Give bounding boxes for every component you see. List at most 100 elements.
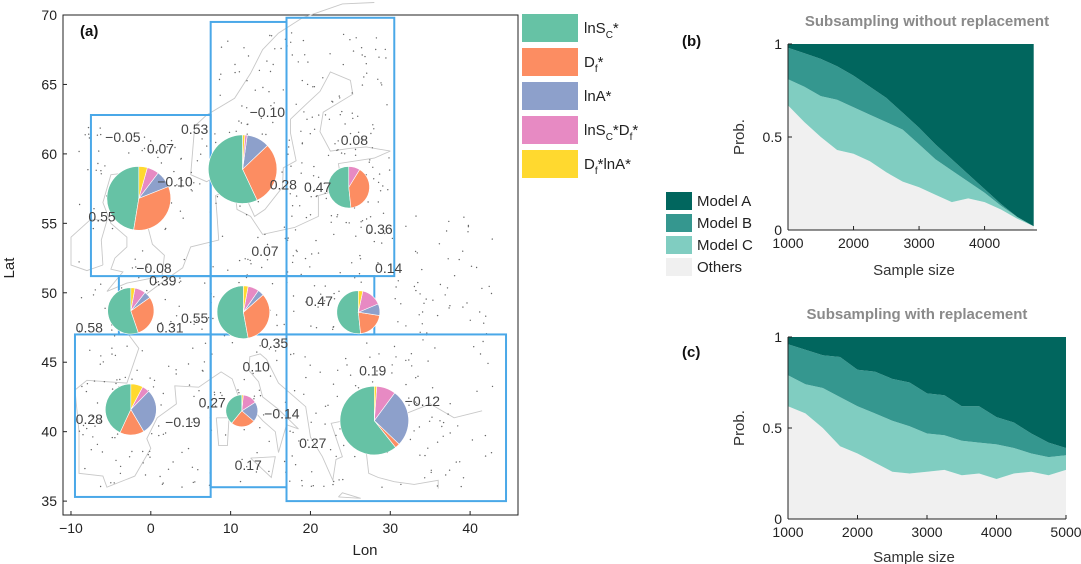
station-dot: [301, 162, 303, 164]
station-dot: [256, 351, 258, 353]
station-dot: [364, 55, 366, 58]
station-dot: [324, 285, 326, 287]
station-dot: [390, 264, 392, 266]
station-dot: [170, 139, 173, 142]
station-dot: [87, 126, 90, 129]
station-dot: [367, 201, 369, 203]
pie-slice-lnSc: [106, 166, 140, 231]
station-dot: [453, 275, 456, 277]
station-dot: [428, 420, 431, 422]
station-dot: [361, 220, 364, 222]
station-dot: [99, 485, 102, 488]
pie-label: 0.35: [261, 335, 288, 351]
station-dot: [339, 97, 341, 99]
station-dot: [337, 369, 339, 371]
station-dot: [191, 421, 193, 424]
legend-text: lnS: [584, 122, 606, 139]
station-dot: [447, 258, 449, 260]
station-dot: [290, 41, 292, 43]
model-legend-label: Model B: [697, 215, 752, 232]
station-dot: [324, 192, 326, 194]
station-dot: [295, 195, 298, 197]
station-dot: [162, 392, 164, 395]
station-dot: [246, 133, 248, 135]
station-dot: [300, 130, 302, 132]
station-dot: [93, 208, 95, 210]
pie-slice-DflnA: [242, 134, 246, 170]
station-dot: [346, 364, 348, 366]
panel-b-area-chart: (b) Subsampling without replacement 1000…: [682, 13, 1049, 279]
station-dot: [373, 128, 375, 130]
station-dot: [207, 317, 210, 319]
station-dot: [299, 205, 301, 207]
station-dot: [368, 161, 370, 163]
station-dot: [476, 390, 478, 392]
station-dot: [292, 295, 295, 297]
pie-legend-swatch-lnA: [522, 82, 578, 110]
station-dot: [259, 345, 261, 347]
station-dot: [238, 392, 240, 394]
pie-scandinavia: 0.53 0.28 −0.10: [181, 104, 297, 204]
station-dot: [348, 222, 350, 224]
station-dot: [337, 140, 339, 142]
station-dot: [100, 133, 102, 136]
station-dot: [187, 447, 190, 450]
station-dot: [297, 61, 299, 63]
station-dot: [93, 380, 96, 382]
station-dot: [237, 389, 239, 391]
station-dot: [303, 393, 305, 395]
station-dot: [438, 243, 441, 245]
station-dot: [201, 328, 203, 330]
station-dot: [370, 132, 372, 135]
station-dot: [460, 485, 462, 488]
coastline-5: [102, 172, 165, 292]
station-dot: [333, 298, 336, 300]
station-dot: [431, 387, 434, 389]
station-dot: [300, 273, 302, 276]
station-dot: [99, 421, 101, 423]
station-dot: [272, 121, 274, 124]
pie-slice-DflnA: [358, 290, 364, 313]
ytick-label: 0.5: [763, 420, 783, 436]
station-dot: [200, 153, 202, 155]
area-b-plot: 1000 2000 3000 4000 0 0.5 1: [763, 36, 1037, 251]
station-dot: [487, 362, 489, 365]
station-dot: [324, 300, 326, 302]
station-dot: [298, 440, 300, 442]
station-dot: [272, 63, 274, 66]
station-dot: [335, 455, 337, 458]
map-ytick-label: 65: [41, 76, 57, 92]
station-dot: [329, 53, 331, 55]
station-dot: [387, 189, 389, 191]
station-dot: [101, 451, 104, 453]
legend-text: *D: [613, 122, 630, 139]
station-dot: [455, 461, 457, 463]
station-dot: [269, 70, 272, 73]
station-dot: [378, 353, 380, 355]
station-dot: [294, 464, 297, 466]
station-dot: [311, 116, 313, 118]
station-dot: [360, 221, 362, 223]
map-frame: [62, 14, 519, 516]
station-dot: [377, 181, 380, 184]
coastline-2: [359, 438, 439, 489]
station-dot: [99, 363, 102, 365]
station-dot: [312, 175, 315, 177]
panel-c-tag: (c): [682, 344, 700, 361]
station-dot: [266, 60, 268, 62]
station-dot: [136, 369, 138, 371]
pie-label: −0.05: [105, 129, 141, 145]
map-xtick-label: 20: [303, 520, 319, 536]
station-dot: [365, 63, 367, 65]
station-dot: [246, 123, 248, 126]
xtick-label: 4000: [969, 235, 1000, 251]
station-dot: [301, 79, 303, 82]
station-dot: [192, 418, 195, 420]
station-dot: [378, 56, 380, 58]
station-dot: [470, 265, 473, 267]
station-dot: [318, 114, 320, 116]
station-dot: [280, 47, 282, 50]
station-dot: [405, 359, 407, 362]
pie-legend-label: Df*lnA*: [584, 156, 631, 177]
station-dot: [294, 229, 297, 231]
